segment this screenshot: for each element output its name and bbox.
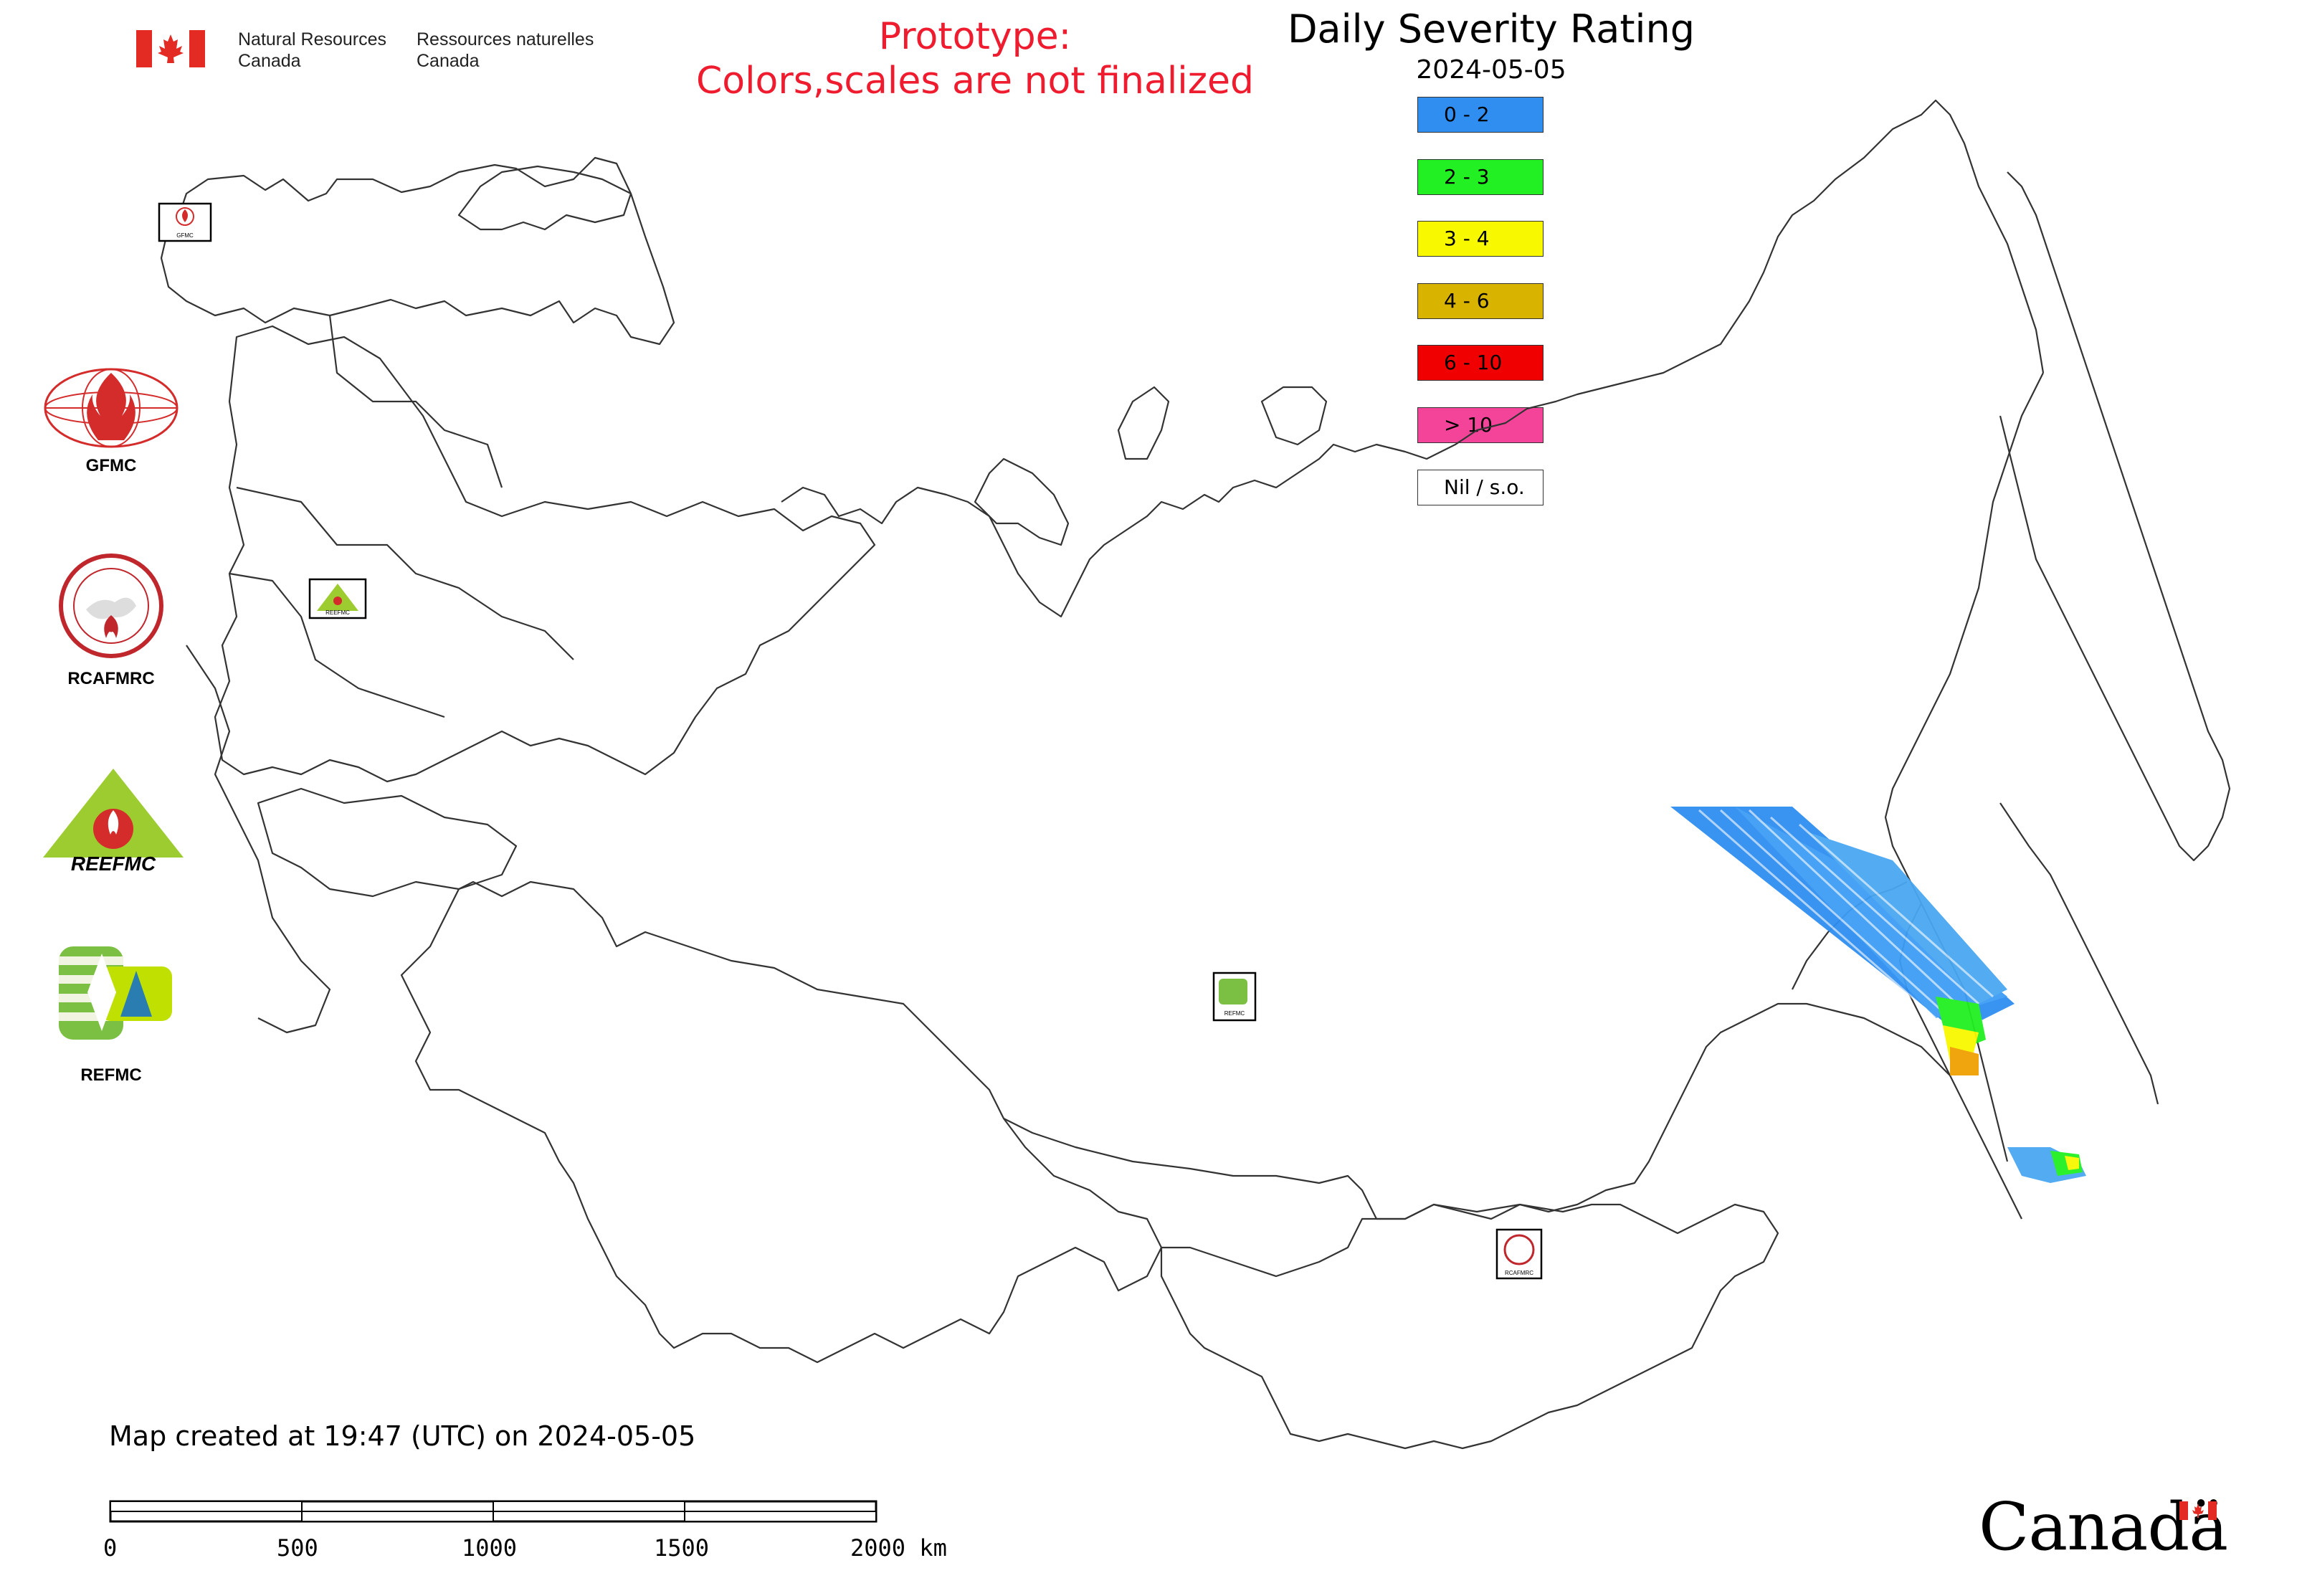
legend-item-nil: Nil / s.o. xyxy=(1417,470,1544,505)
legend-label: 4 - 6 xyxy=(1444,289,1490,313)
yamal-outline xyxy=(1260,386,1328,446)
refmc-label: REFMC xyxy=(80,1065,142,1085)
poland-ukraine-border xyxy=(229,572,445,718)
prototype-line2: Colors,scales are not finalized xyxy=(695,60,1255,103)
map-marker-gfmc: GFMC xyxy=(158,202,212,242)
legend-label: 6 - 10 xyxy=(1444,351,1503,374)
prototype-line1: Prototype: xyxy=(878,15,1072,58)
nrcan-name-french: Ressources naturelles Canada xyxy=(417,29,594,72)
baltic-borders xyxy=(328,315,503,488)
nrcan-en-line2: Canada xyxy=(238,51,301,71)
taymyr-peninsula-outline xyxy=(974,457,1070,546)
nrcan-fr-line1: Ressources naturelles xyxy=(417,29,594,49)
marker-refmc-label: REFMC xyxy=(1224,1010,1245,1017)
legend-item-3-4: 3 - 4 xyxy=(1417,221,1544,257)
scale-label-500: 500 xyxy=(277,1534,318,1562)
far-east-coastline xyxy=(1884,372,2044,1162)
gfmc-label: GFMC xyxy=(85,456,137,475)
swath-streaks xyxy=(1698,809,1994,1020)
map-date: 2024-05-05 xyxy=(1416,55,1566,85)
primorye-yellow-patch xyxy=(2065,1156,2079,1170)
map-marker-refmc: REFMC xyxy=(1212,972,1257,1022)
legend-label: > 10 xyxy=(1444,413,1493,437)
marker-rcafmrc-label: RCAFMRC xyxy=(1505,1270,1533,1276)
primorye-green-patch xyxy=(2050,1151,2083,1176)
legend-label: Nil / s.o. xyxy=(1444,475,1525,499)
reefmc-logo-icon: REEFMC xyxy=(43,769,184,873)
prototype-notice: Prototype: Colors,scales are not finaliz… xyxy=(674,14,1276,103)
scandinavia-outline xyxy=(160,156,675,346)
legend-item-4-6: 4 - 6 xyxy=(1417,283,1544,319)
nrcan-name-english: Natural Resources Canada xyxy=(238,29,386,72)
canada-wordmark-flag-icon xyxy=(2179,1501,2217,1520)
refmc-logo-icon xyxy=(59,946,172,1040)
reefmc-wordmark: REEFMC xyxy=(71,852,156,873)
europe-borders xyxy=(214,325,876,783)
severity-swath xyxy=(1670,807,2086,1183)
map-title: Daily Severity Rating xyxy=(1287,6,1695,52)
legend-label: 2 - 3 xyxy=(1444,165,1490,189)
kola-white-sea-outline xyxy=(457,165,632,231)
map-marker-reefmc: REEFMC xyxy=(308,578,367,619)
belarus-ukraine-border xyxy=(236,486,574,660)
sakhalin-outline xyxy=(1999,802,2159,1105)
kamchatka-outline xyxy=(1999,171,2231,862)
legend-label: 0 - 2 xyxy=(1444,103,1490,126)
marker-gfmc-label: GFMC xyxy=(176,232,194,239)
legend-label: 3 - 4 xyxy=(1444,227,1490,250)
map-marker-rcafmrc: RCAFMRC xyxy=(1495,1228,1543,1280)
scale-bar xyxy=(109,1500,877,1523)
legend-item-2-3: 2 - 3 xyxy=(1417,159,1544,195)
legend-item-6-10: 6 - 10 xyxy=(1417,345,1544,381)
russia-south-border xyxy=(1003,1002,1951,1220)
marker-reefmc-label: REEFMC xyxy=(325,609,350,616)
swath-orange-patch xyxy=(1950,1047,1979,1075)
mongolia-outline xyxy=(1160,1203,1779,1450)
gfmc-logo-icon xyxy=(44,368,179,448)
balkans-outline xyxy=(186,645,331,1034)
novaya-zemlya-outline xyxy=(1117,386,1170,460)
rcafmrc-label: RCAFMRC xyxy=(67,669,155,688)
scale-label-0: 0 xyxy=(103,1534,118,1562)
legend-item-over-10: > 10 xyxy=(1417,407,1544,443)
nrcan-fr-line2: Canada xyxy=(417,51,480,71)
rcafmrc-logo-icon xyxy=(59,554,163,658)
scale-label-2000: 2000 km xyxy=(850,1534,947,1562)
map-created-timestamp: Map created at 19:47 (UTC) on 2024-05-05 xyxy=(109,1420,696,1452)
nrcan-en-line1: Natural Resources xyxy=(238,29,387,49)
scale-label-1500: 1500 xyxy=(654,1534,710,1562)
black-sea-outline xyxy=(257,787,518,898)
kazakhstan-outline xyxy=(400,880,1163,1364)
nrcan-flag-icon xyxy=(136,30,205,67)
scale-label-1000: 1000 xyxy=(462,1534,518,1562)
arctic-coastline xyxy=(781,99,2045,618)
legend-item-0-2: 0 - 2 xyxy=(1417,97,1544,133)
